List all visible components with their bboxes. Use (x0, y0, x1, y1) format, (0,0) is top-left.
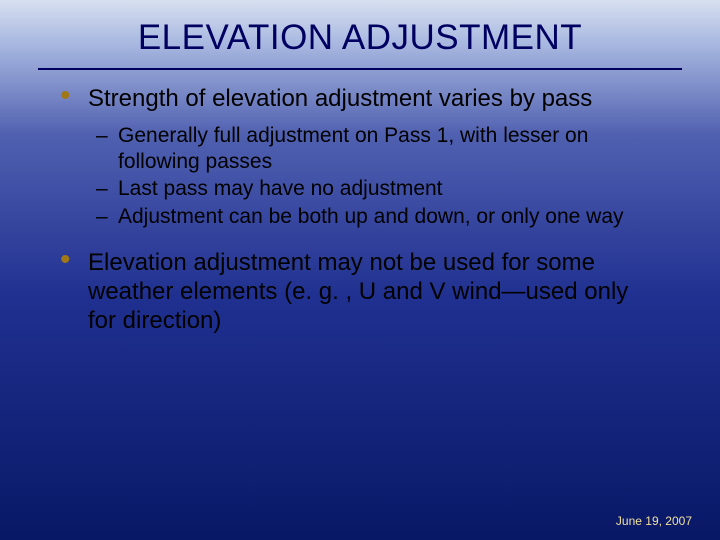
sub-bullet-text: Adjustment can be both up and down, or o… (118, 205, 624, 228)
bullet-text: Elevation adjustment may not be used for… (88, 249, 628, 335)
bullet-item: Strength of elevation adjustment varies … (60, 84, 660, 113)
sub-bullet-list: Generally full adjustment on Pass 1, wit… (60, 123, 660, 229)
sub-bullet-text: Generally full adjustment on Pass 1, wit… (118, 124, 588, 173)
bullet-item: Elevation adjustment may not be used for… (60, 248, 660, 336)
slide: ELEVATION ADJUSTMENT Strength of elevati… (0, 0, 720, 540)
slide-content: Strength of elevation adjustment varies … (0, 70, 720, 336)
bullet-text: Strength of elevation adjustment varies … (88, 85, 592, 112)
slide-title: ELEVATION ADJUSTMENT (0, 0, 720, 58)
sub-bullet-item: Generally full adjustment on Pass 1, wit… (96, 123, 660, 174)
slide-footer-date: June 19, 2007 (616, 514, 692, 528)
sub-bullet-text: Last pass may have no adjustment (118, 177, 443, 200)
sub-bullet-item: Adjustment can be both up and down, or o… (96, 204, 660, 230)
sub-bullet-item: Last pass may have no adjustment (96, 176, 660, 202)
